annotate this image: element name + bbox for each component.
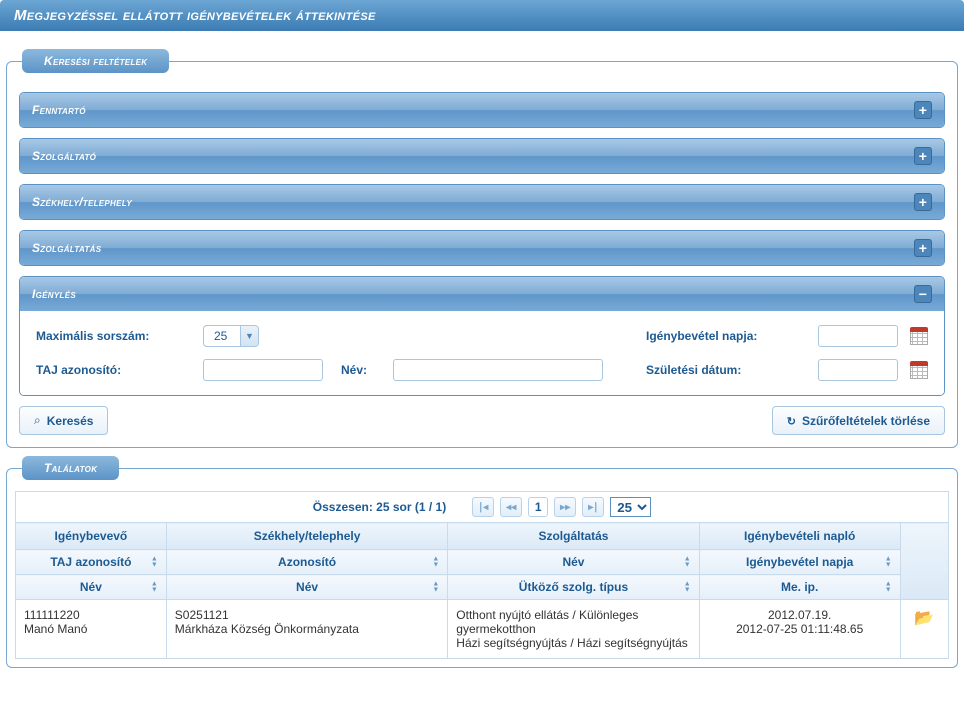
next-page-button[interactable]: ▸▸ — [554, 497, 576, 517]
cell-szekhely: S0251121 Márkháza Község Önkormányzata — [166, 600, 448, 659]
col-sub-utkozo[interactable]: Ütköző szolg. típus▲▼ — [448, 575, 699, 600]
sort-icon: ▲▼ — [151, 582, 158, 593]
search-icon — [34, 413, 41, 428]
igeny-nap-label: Igénybevétel napja: — [646, 329, 806, 343]
clear-filters-button[interactable]: Szűrőfeltételek törlése — [772, 406, 945, 435]
sort-icon: ▲▼ — [684, 557, 691, 568]
max-rows-dropdown[interactable]: 25 ▼ — [203, 325, 259, 347]
col-header-igenybevevo: Igénybevevő — [16, 523, 167, 550]
szul-label: Születési dátum: — [646, 363, 806, 377]
accordion-title: Székhely/telephely — [32, 195, 132, 209]
sort-icon: ▲▼ — [432, 582, 439, 593]
col-header-actions — [900, 523, 948, 600]
last-page-button[interactable]: ▸∣ — [582, 497, 604, 517]
max-rows-label: Maximális sorszám: — [36, 329, 191, 343]
accordion-header-szolgaltato[interactable]: Szolgáltató + — [20, 139, 944, 173]
accordion-title: Szolgáltatás — [32, 241, 101, 255]
page-size-select[interactable]: 25 — [610, 497, 651, 517]
sort-icon: ▲▼ — [151, 557, 158, 568]
cell-naplo: 2012.07.19. 2012-07-25 01:11:48.65 — [699, 600, 900, 659]
col-header-naplo: Igénybevételi napló — [699, 523, 900, 550]
current-page[interactable]: 1 — [528, 497, 548, 517]
plus-icon: + — [914, 239, 932, 257]
col-sub-nev-szek[interactable]: Név▲▼ — [166, 575, 448, 600]
refresh-icon — [787, 414, 796, 428]
accordion-szekhely: Székhely/telephely + — [19, 184, 945, 220]
accordion-title: Szolgáltató — [32, 149, 96, 163]
col-header-szolgaltatas: Szolgáltatás — [448, 523, 699, 550]
search-button[interactable]: Keresés — [19, 406, 108, 435]
page-title: Megjegyzéssel ellátott igénybevételek át… — [0, 0, 964, 31]
paginator: Összesen: 25 sor (1 / 1) ∣◂ ◂◂ 1 ▸▸ ▸∣ 2… — [16, 492, 949, 523]
cell-szek-azon: S0251121 — [175, 608, 440, 622]
cell-igeny-napja: 2012.07.19. — [708, 608, 892, 622]
accordion-header-igenyles[interactable]: Igénylés − — [20, 277, 944, 311]
calendar-icon[interactable] — [910, 361, 928, 379]
accordion-body-igenyles: Maximális sorszám: 25 ▼ Igénybevétel nap… — [20, 311, 944, 395]
accordion-fenntarto: Fenntartó + — [19, 92, 945, 128]
accordion-szolgaltatas: Szolgáltatás + — [19, 230, 945, 266]
col-sub-igeny-napja[interactable]: Igénybevétel napja▲▼ — [699, 550, 900, 575]
search-criteria-panel: Keresési feltételek Fenntartó + Szolgált… — [6, 61, 958, 448]
accordion-igenyles: Igénylés − Maximális sorszám: 25 ▼ Igény… — [19, 276, 945, 396]
szul-input[interactable] — [818, 359, 898, 381]
search-legend: Keresési feltételek — [22, 49, 169, 73]
sort-icon: ▲▼ — [432, 557, 439, 568]
cell-szek-nev: Márkháza Község Önkormányzata — [175, 622, 440, 636]
prev-page-button[interactable]: ◂◂ — [500, 497, 522, 517]
accordion-header-szolgaltatas[interactable]: Szolgáltatás + — [20, 231, 944, 265]
max-rows-value: 25 — [204, 326, 240, 346]
nev-input[interactable] — [393, 359, 603, 381]
accordion-szolgaltato: Szolgáltató + — [19, 138, 945, 174]
taj-label: TAJ azonosító: — [36, 363, 191, 377]
paginator-summary: Összesen: 25 sor (1 / 1) — [313, 500, 446, 514]
sort-icon: ▲▼ — [684, 582, 691, 593]
plus-icon: + — [914, 101, 932, 119]
cell-utkozo: Házi segítségnyújtás / Házi segítségnyúj… — [456, 636, 690, 650]
results-legend: Találatok — [22, 456, 119, 480]
accordion-header-szekhely[interactable]: Székhely/telephely + — [20, 185, 944, 219]
plus-icon: + — [914, 147, 932, 165]
folder-open-icon[interactable]: 📂 — [914, 610, 934, 627]
nev-label: Név: — [341, 363, 381, 377]
taj-input[interactable] — [203, 359, 323, 381]
sort-icon: ▲▼ — [885, 557, 892, 568]
results-panel: Találatok Összesen: 25 sor (1 / 1) ∣◂ ◂◂… — [6, 468, 958, 668]
chevron-down-icon[interactable]: ▼ — [240, 326, 258, 346]
col-header-szekhely: Székhely/telephely — [166, 523, 448, 550]
cell-actions: 📂 — [900, 600, 948, 659]
results-table: Összesen: 25 sor (1 / 1) ∣◂ ◂◂ 1 ▸▸ ▸∣ 2… — [15, 491, 949, 659]
col-sub-nev-szolg[interactable]: Név▲▼ — [448, 550, 699, 575]
accordion-title: Fenntartó — [32, 103, 86, 117]
col-sub-taj[interactable]: TAJ azonosító▲▼ — [16, 550, 167, 575]
first-page-button[interactable]: ∣◂ — [472, 497, 494, 517]
col-sub-nev-igeny[interactable]: Név▲▼ — [16, 575, 167, 600]
minus-icon: − — [914, 285, 932, 303]
cell-nev-igeny: Manó Manó — [24, 622, 158, 636]
cell-szolgaltatas: Otthont nyújtó ellátás / Különleges gyer… — [448, 600, 699, 659]
accordion-title: Igénylés — [32, 287, 76, 301]
igeny-nap-input[interactable] — [818, 325, 898, 347]
clear-button-label: Szűrőfeltételek törlése — [802, 414, 930, 428]
calendar-icon[interactable] — [910, 327, 928, 345]
table-row: 111111220 Manó Manó S0251121 Márkháza Kö… — [16, 600, 949, 659]
cell-szolg-nev: Otthont nyújtó ellátás / Különleges gyer… — [456, 608, 690, 636]
sort-icon: ▲▼ — [885, 582, 892, 593]
col-sub-azonosito[interactable]: Azonosító▲▼ — [166, 550, 448, 575]
search-button-label: Keresés — [47, 414, 94, 428]
col-sub-meip[interactable]: Me. ip.▲▼ — [699, 575, 900, 600]
cell-meip: 2012-07-25 01:11:48.65 — [708, 622, 892, 636]
plus-icon: + — [914, 193, 932, 211]
cell-igenybevevo: 111111220 Manó Manó — [16, 600, 167, 659]
cell-taj: 111111220 — [24, 608, 158, 622]
accordion-header-fenntarto[interactable]: Fenntartó + — [20, 93, 944, 127]
